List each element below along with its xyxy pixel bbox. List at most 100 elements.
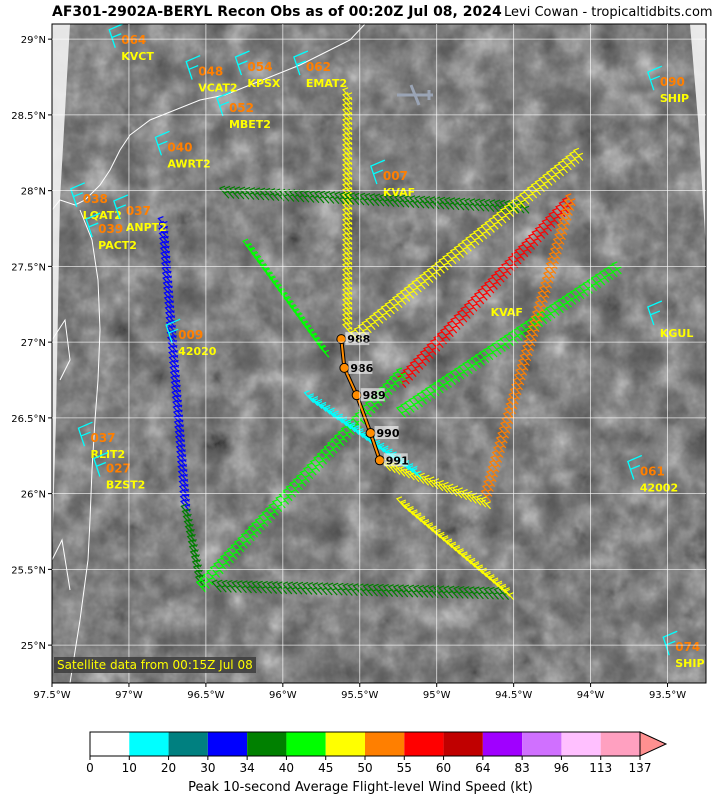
wind-barb — [342, 277, 353, 290]
wind-barb — [442, 254, 453, 268]
colorbar-label: Peak 10-second Average Flight-level Wind… — [188, 780, 533, 795]
lon-tick-label: 96°W — [269, 690, 297, 701]
wind-barb — [230, 542, 241, 556]
flight-leg — [342, 87, 353, 335]
wind-barb — [166, 330, 178, 344]
flight-leg — [395, 496, 515, 601]
wind-barb — [159, 240, 170, 254]
wind-barb — [480, 496, 492, 510]
wind-barb — [261, 510, 272, 524]
wind-barb — [192, 564, 204, 578]
wind-barb — [407, 463, 418, 476]
wind-barb — [460, 305, 471, 319]
wind-barb — [368, 313, 380, 327]
lon-tick-label: 95.5°W — [341, 690, 378, 701]
lat-tick-label: 26°N — [21, 490, 46, 501]
wind-barb — [342, 247, 353, 261]
wind-barb — [542, 172, 553, 186]
wind-barb — [342, 302, 353, 315]
wind-barb — [342, 102, 353, 116]
wind-barb — [422, 270, 434, 283]
wind-barb — [380, 304, 391, 318]
wind-barb — [159, 245, 171, 259]
wind-barb — [553, 163, 565, 177]
wind-barb — [157, 215, 168, 229]
wind-barb — [477, 287, 488, 301]
wind-barb — [433, 380, 444, 394]
wind-barb — [422, 345, 434, 359]
wind-barb — [517, 244, 529, 258]
wind-barb — [561, 207, 572, 221]
wind-barb — [412, 356, 424, 370]
wind-barb — [499, 207, 511, 221]
wind-barb — [382, 382, 393, 396]
wind-barb — [342, 132, 353, 146]
wind-barb — [202, 572, 214, 586]
wind-barb — [233, 539, 245, 553]
wind-barb — [443, 324, 454, 338]
wind-barb — [538, 285, 550, 299]
lon-tick-label: 97°W — [115, 690, 143, 701]
colorbar-tick-label: 40 — [279, 761, 294, 775]
pressure-label: 988 — [347, 333, 370, 346]
wind-barb — [500, 262, 512, 276]
pressure-label: 986 — [350, 362, 373, 375]
station-wind-barb — [293, 50, 309, 76]
colorbar-tick-label: 60 — [436, 761, 451, 775]
wind-barb — [176, 454, 187, 468]
wind-barb — [470, 355, 481, 369]
wind-barb — [342, 282, 353, 295]
wind-barb — [342, 307, 353, 320]
wind-barb — [336, 413, 348, 427]
wind-barb — [503, 587, 515, 601]
wind-barb — [494, 269, 505, 283]
pressure-label-bg — [374, 426, 399, 440]
wind-barb — [342, 207, 353, 221]
wind-barb — [487, 344, 498, 358]
station-value: 037 — [126, 204, 151, 218]
wind-barb — [424, 385, 436, 399]
wind-barb — [408, 397, 419, 410]
wind-barb — [342, 122, 353, 136]
station-id: KVAF — [383, 186, 415, 199]
aircraft-icon — [397, 84, 433, 106]
wind-barb — [220, 553, 231, 567]
wind-barb — [342, 167, 353, 181]
station-wind-barb — [154, 130, 170, 156]
graticule — [52, 24, 706, 683]
wind-barb — [345, 419, 356, 433]
wind-barb — [223, 550, 234, 564]
wind-barb — [499, 420, 511, 434]
wind-barb — [175, 439, 186, 453]
wind-barb — [328, 407, 339, 421]
wind-barb — [578, 283, 589, 297]
wind-barb — [480, 488, 492, 502]
lat-tick-label: 25.5°N — [11, 565, 46, 576]
wind-barb — [400, 402, 411, 416]
wind-barb — [415, 276, 426, 290]
wind-barb — [497, 265, 508, 279]
wind-barb — [342, 92, 353, 106]
wind-barb — [342, 137, 353, 151]
colorbar-tick-label: 20 — [161, 761, 176, 775]
wind-barb — [409, 360, 420, 374]
plot-frame — [51, 23, 707, 684]
wind-barb — [490, 454, 501, 468]
lon-tick-label: 93.5°W — [649, 690, 686, 701]
wind-barb — [511, 197, 522, 211]
wind-barb — [559, 212, 571, 226]
wind-barb — [342, 232, 353, 246]
colorbar-segment — [482, 732, 523, 756]
wind-barb — [513, 372, 525, 386]
wind-barb — [169, 364, 180, 378]
station-id: SHIP — [660, 92, 689, 105]
wind-barb — [342, 177, 353, 191]
wind-barb — [306, 462, 317, 476]
flight-leg — [157, 215, 191, 517]
wind-barb — [487, 276, 498, 290]
wind-barb — [541, 218, 552, 232]
wind-barb — [342, 292, 353, 305]
wind-barb — [481, 483, 493, 497]
